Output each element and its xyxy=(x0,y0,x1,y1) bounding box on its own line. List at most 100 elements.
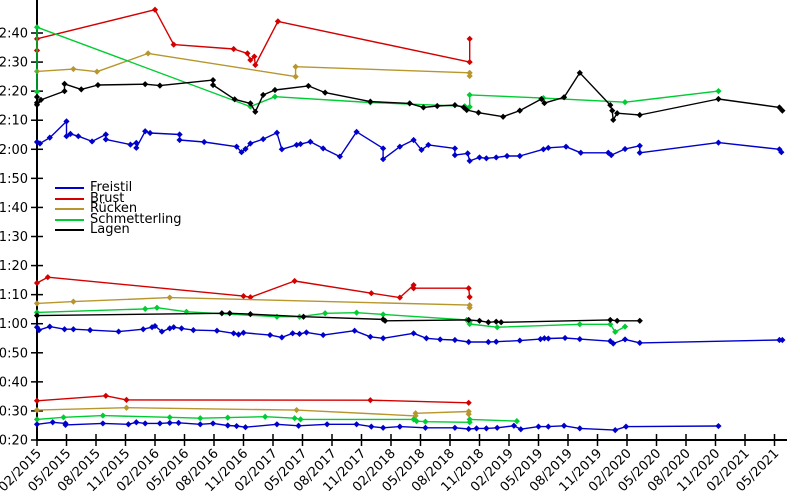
data-point-marker xyxy=(636,149,643,156)
data-point-marker xyxy=(240,292,247,300)
series-line-schmetterling-100m xyxy=(36,307,626,333)
data-point-marker xyxy=(560,422,568,429)
data-point-marker xyxy=(166,294,173,301)
data-point-marker xyxy=(123,404,130,411)
data-point-marker xyxy=(636,111,643,119)
data-point-marker xyxy=(466,35,473,42)
data-point-marker xyxy=(485,338,492,346)
data-point-marker xyxy=(381,317,389,324)
data-point-marker xyxy=(33,300,41,307)
data-point-marker xyxy=(323,421,331,428)
data-point-marker xyxy=(133,139,140,146)
data-point-marker xyxy=(410,285,417,292)
data-point-marker xyxy=(607,321,614,328)
data-point-marker xyxy=(466,72,473,80)
lagen-line-swatch xyxy=(55,229,84,232)
y-tick-label: 2:30 xyxy=(0,56,28,71)
y-tick-label: 0:30 xyxy=(0,404,28,419)
ruecken-line-swatch xyxy=(55,208,84,211)
data-point-marker xyxy=(166,414,173,421)
data-point-marker xyxy=(396,423,403,430)
data-point-marker xyxy=(190,327,197,334)
data-point-marker xyxy=(353,421,360,428)
data-point-marker xyxy=(242,424,249,431)
data-point-marker xyxy=(70,65,77,73)
data-point-marker xyxy=(158,328,165,335)
data-point-marker xyxy=(133,144,140,151)
data-point-marker xyxy=(102,392,109,399)
data-point-marker xyxy=(33,397,41,404)
data-point-marker xyxy=(86,327,94,334)
data-point-marker xyxy=(209,77,217,84)
data-point-marker xyxy=(503,152,511,160)
data-point-marker xyxy=(197,421,204,428)
data-point-marker xyxy=(33,88,41,95)
y-tick-label: 2:40 xyxy=(0,27,28,42)
data-point-marker xyxy=(561,334,569,342)
data-point-marker xyxy=(60,414,67,421)
data-point-marker xyxy=(779,107,786,114)
data-point-marker xyxy=(483,425,490,432)
data-point-marker xyxy=(451,145,459,152)
data-point-marker xyxy=(576,336,583,343)
data-point-marker xyxy=(406,100,413,107)
data-point-marker xyxy=(102,136,109,143)
data-point-marker xyxy=(125,421,132,428)
data-point-marker xyxy=(380,424,387,431)
data-point-marker xyxy=(483,155,490,162)
data-point-marker xyxy=(151,322,159,330)
data-point-marker xyxy=(715,139,722,146)
data-point-marker xyxy=(778,149,785,156)
data-point-marker xyxy=(273,313,281,320)
data-point-marker xyxy=(271,93,279,100)
data-point-marker xyxy=(99,412,106,419)
data-point-marker xyxy=(465,425,472,433)
data-point-marker xyxy=(420,104,427,111)
data-point-marker xyxy=(297,416,304,423)
data-point-marker xyxy=(88,138,96,145)
data-point-marker xyxy=(607,102,614,109)
data-point-marker xyxy=(33,312,41,319)
y-tick-label: 2:20 xyxy=(0,85,28,100)
data-point-marker xyxy=(499,113,507,120)
data-point-marker xyxy=(235,331,242,338)
data-point-marker xyxy=(434,102,441,110)
data-point-marker xyxy=(422,418,429,425)
data-point-marker xyxy=(336,153,343,160)
data-point-marker xyxy=(466,157,473,165)
data-point-marker xyxy=(197,415,204,422)
y-tick-label: 1:50 xyxy=(0,172,28,187)
data-point-marker xyxy=(715,422,722,430)
y-tick-label: 0:50 xyxy=(0,346,28,361)
series-line-schmetterling-200m xyxy=(36,26,719,108)
data-point-marker xyxy=(247,294,254,301)
data-point-marker xyxy=(466,69,473,76)
data-point-marker xyxy=(240,329,247,336)
data-point-marker xyxy=(608,152,615,159)
freistil-line-swatch xyxy=(55,187,84,190)
data-point-marker xyxy=(142,128,149,135)
data-point-marker xyxy=(320,331,327,339)
data-point-marker xyxy=(545,335,552,342)
series-line-rücken-200m xyxy=(36,52,471,78)
data-point-marker xyxy=(465,338,472,346)
data-point-marker xyxy=(296,330,303,337)
data-point-marker xyxy=(33,93,41,101)
data-point-marker xyxy=(70,326,77,333)
y-tick-label: 1:30 xyxy=(0,230,28,245)
legend-label: Freistil xyxy=(90,180,133,195)
data-point-marker xyxy=(145,50,152,57)
data-point-marker xyxy=(266,331,274,339)
schmetterling-line-swatch xyxy=(55,218,84,221)
data-point-marker xyxy=(466,58,473,66)
y-tick-label: 1:00 xyxy=(0,317,28,332)
data-point-marker xyxy=(274,18,282,25)
y-tick-label: 1:20 xyxy=(0,259,28,274)
data-point-marker xyxy=(292,73,299,80)
data-point-marker xyxy=(295,422,302,429)
data-point-marker xyxy=(291,277,298,285)
data-point-marker xyxy=(451,424,459,431)
data-point-marker xyxy=(178,325,185,332)
data-point-marker xyxy=(541,99,548,107)
